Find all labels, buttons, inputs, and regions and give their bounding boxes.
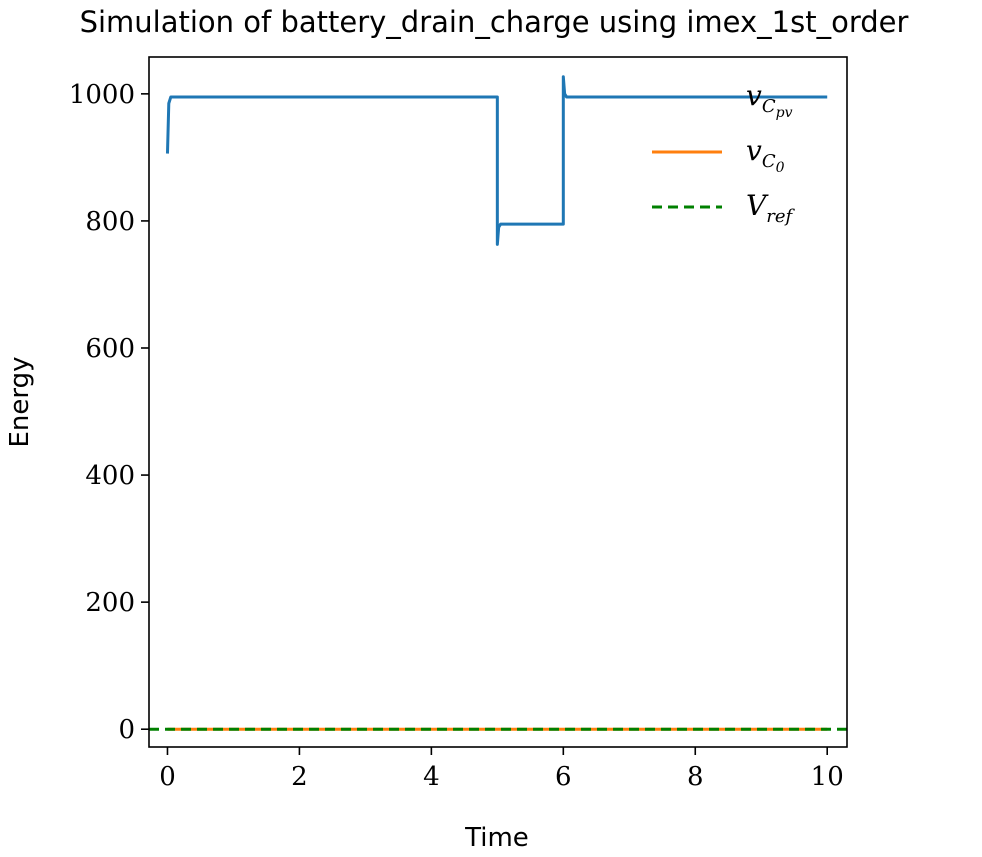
y-tick-label: 600 [85,334,135,364]
x-tick-label: 2 [291,762,308,792]
legend-entry-2: vC0 [746,134,785,176]
plot-area [149,75,847,731]
x-axis-label: Time [464,823,529,853]
series-line-1 [165,75,828,246]
y-tick-label: 1000 [69,80,135,110]
x-tick-label: 4 [423,762,440,792]
x-tick-label: 6 [555,762,572,792]
y-tick-label: 400 [85,461,135,491]
y-axis: 0 200 400 600 800 1000 [69,80,149,745]
legend-entry-3: Vref [746,189,795,227]
y-tick-label: 200 [85,588,135,618]
chart-title: Simulation of battery_drain_charge using… [80,5,909,39]
x-axis: 0 2 4 6 8 10 [159,747,844,792]
x-tick-label: 10 [811,762,844,792]
x-tick-label: 0 [159,762,176,792]
x-tick-label: 8 [687,762,704,792]
y-tick-label: 800 [85,207,135,237]
legend: vCpv vC0 Vref [652,79,795,227]
y-tick-label: 0 [118,715,135,745]
y-axis-label: Energy [5,356,35,447]
plot-frame [148,56,848,748]
legend-entry-1: vCpv [746,79,793,121]
